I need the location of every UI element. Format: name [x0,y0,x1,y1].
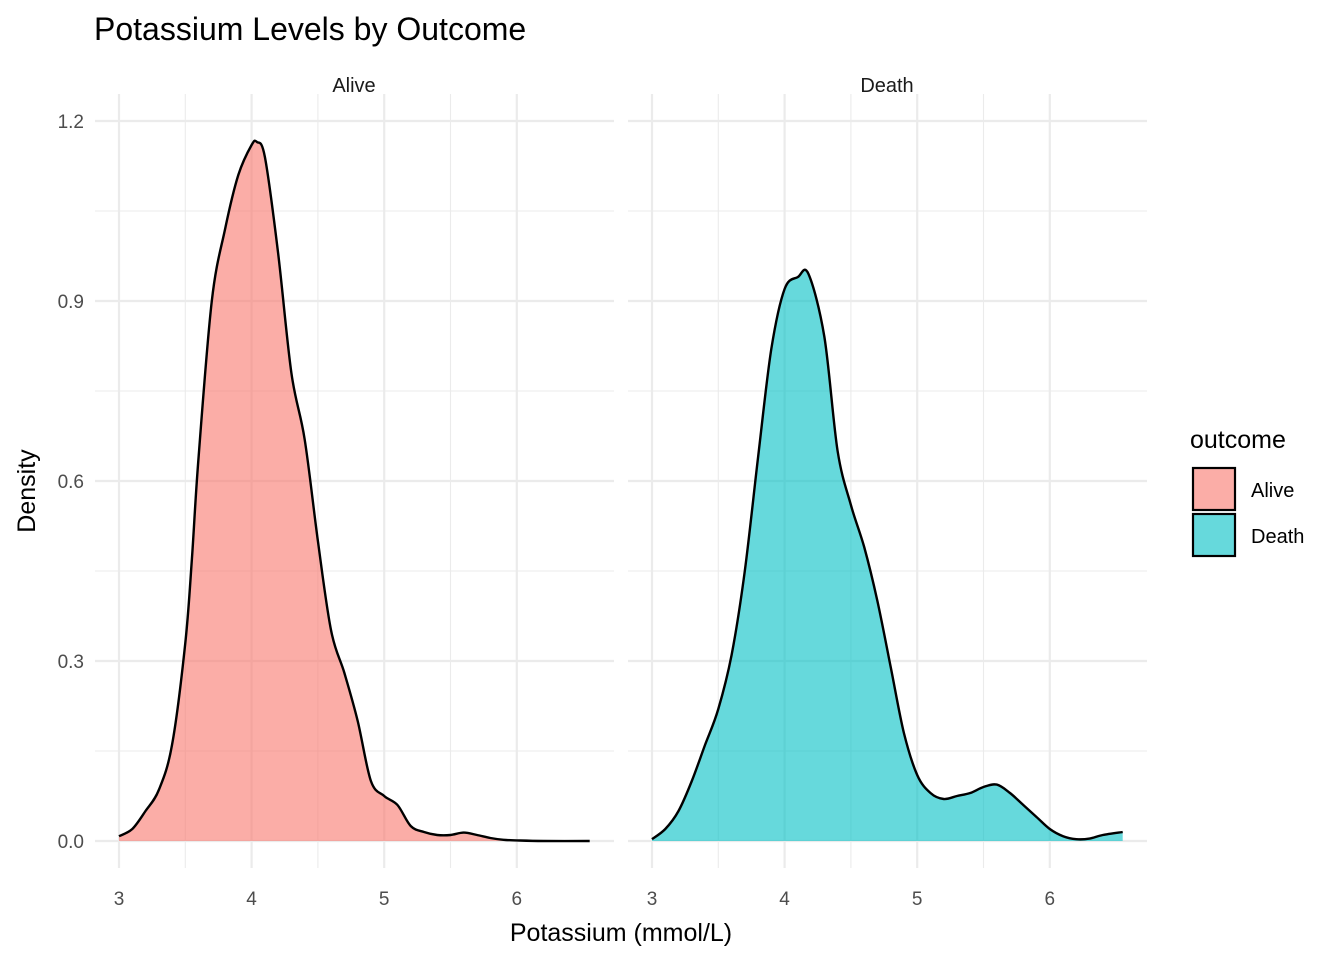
density-areas [118,139,1123,843]
x-tick-label: 4 [246,889,257,910]
density-curve-alive [118,139,590,843]
x-axis-ticks-death: 3 4 5 6 [647,889,1055,910]
y-tick-label: 1.2 [58,112,84,133]
legend-key-death [1191,512,1237,558]
legend-title: outcome [1190,426,1286,454]
x-tick-label: 4 [779,889,790,910]
y-tick-label: 0.3 [58,652,84,673]
legend-label-alive: Alive [1251,480,1294,502]
x-tick-label: 6 [512,889,523,910]
x-tick-label: 6 [1045,889,1056,910]
facet-label-alive: Alive [332,75,375,97]
x-axis-ticks-alive: 3 4 5 6 [114,889,522,910]
y-tick-label: 0.0 [58,832,84,853]
x-tick-label: 3 [114,889,125,910]
legend: outcome Alive Death [1190,426,1304,558]
facet-label-death: Death [860,75,913,97]
legend-label-death: Death [1251,526,1304,548]
x-tick-label: 5 [379,889,390,910]
y-axis-title: Density [13,449,41,533]
density-fill-death [652,269,1123,841]
density-fill-alive [119,140,590,842]
chart-title: Potassium Levels by Outcome [94,11,526,47]
x-tick-label: 3 [647,889,658,910]
y-tick-label: 0.6 [58,472,84,493]
density-curve-death [651,268,1123,841]
y-tick-label: 0.9 [58,292,84,313]
legend-key-alive [1191,466,1237,512]
x-tick-label: 5 [912,889,923,910]
y-axis-ticks: 0.0 0.3 0.6 0.9 1.2 [58,112,84,853]
x-axis-title: Potassium (mmol/L) [510,919,732,947]
